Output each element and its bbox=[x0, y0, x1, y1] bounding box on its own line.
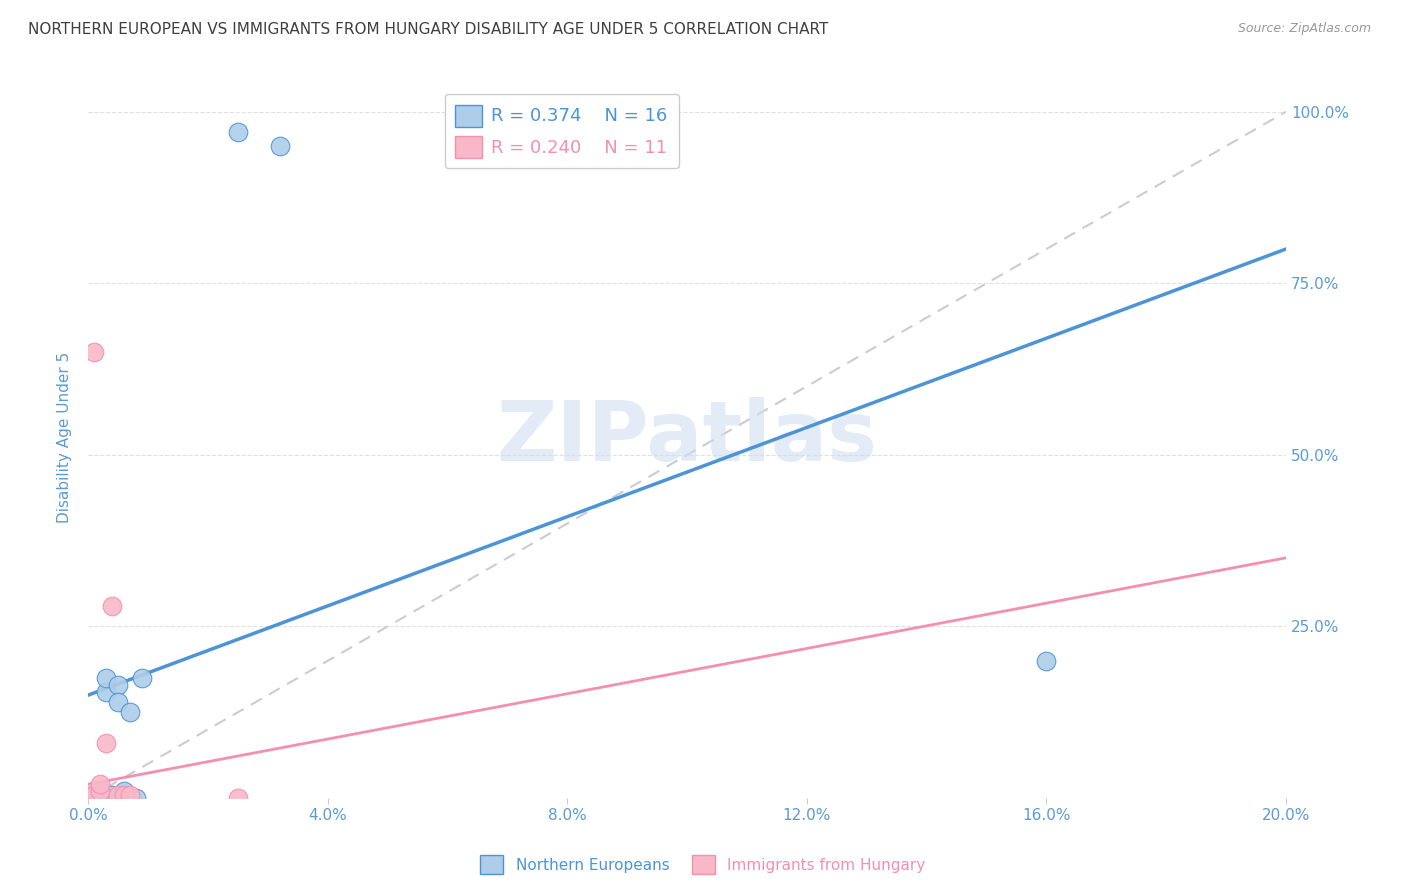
Point bbox=[107, 695, 129, 709]
Point bbox=[107, 788, 129, 802]
Point bbox=[89, 777, 111, 791]
Text: NORTHERN EUROPEAN VS IMMIGRANTS FROM HUNGARY DISABILITY AGE UNDER 5 CORRELATION : NORTHERN EUROPEAN VS IMMIGRANTS FROM HUN… bbox=[28, 22, 828, 37]
Point bbox=[269, 139, 291, 153]
Point bbox=[83, 788, 105, 802]
Point bbox=[89, 784, 111, 798]
Point bbox=[120, 788, 142, 802]
Point bbox=[89, 784, 111, 798]
Point bbox=[107, 678, 129, 692]
Point bbox=[101, 788, 124, 802]
Point bbox=[94, 736, 117, 750]
Point bbox=[83, 345, 105, 359]
Text: Source: ZipAtlas.com: Source: ZipAtlas.com bbox=[1237, 22, 1371, 36]
Point bbox=[94, 684, 117, 698]
Legend: R = 0.374    N = 16, R = 0.240    N = 11: R = 0.374 N = 16, R = 0.240 N = 11 bbox=[444, 94, 679, 169]
Point bbox=[83, 784, 105, 798]
Point bbox=[94, 671, 117, 685]
Point bbox=[226, 125, 249, 139]
Legend: Northern Europeans, Immigrants from Hungary: Northern Europeans, Immigrants from Hung… bbox=[474, 849, 932, 880]
Y-axis label: Disability Age Under 5: Disability Age Under 5 bbox=[58, 352, 72, 524]
Text: ZIPatlas: ZIPatlas bbox=[496, 397, 877, 478]
Point bbox=[89, 788, 111, 802]
Point bbox=[112, 788, 135, 802]
Point bbox=[125, 791, 148, 805]
Point bbox=[83, 784, 105, 798]
Point bbox=[112, 784, 135, 798]
Point bbox=[83, 788, 105, 802]
Point bbox=[1035, 654, 1057, 668]
Point bbox=[120, 706, 142, 720]
Point bbox=[131, 671, 153, 685]
Point bbox=[101, 599, 124, 613]
Point bbox=[226, 791, 249, 805]
